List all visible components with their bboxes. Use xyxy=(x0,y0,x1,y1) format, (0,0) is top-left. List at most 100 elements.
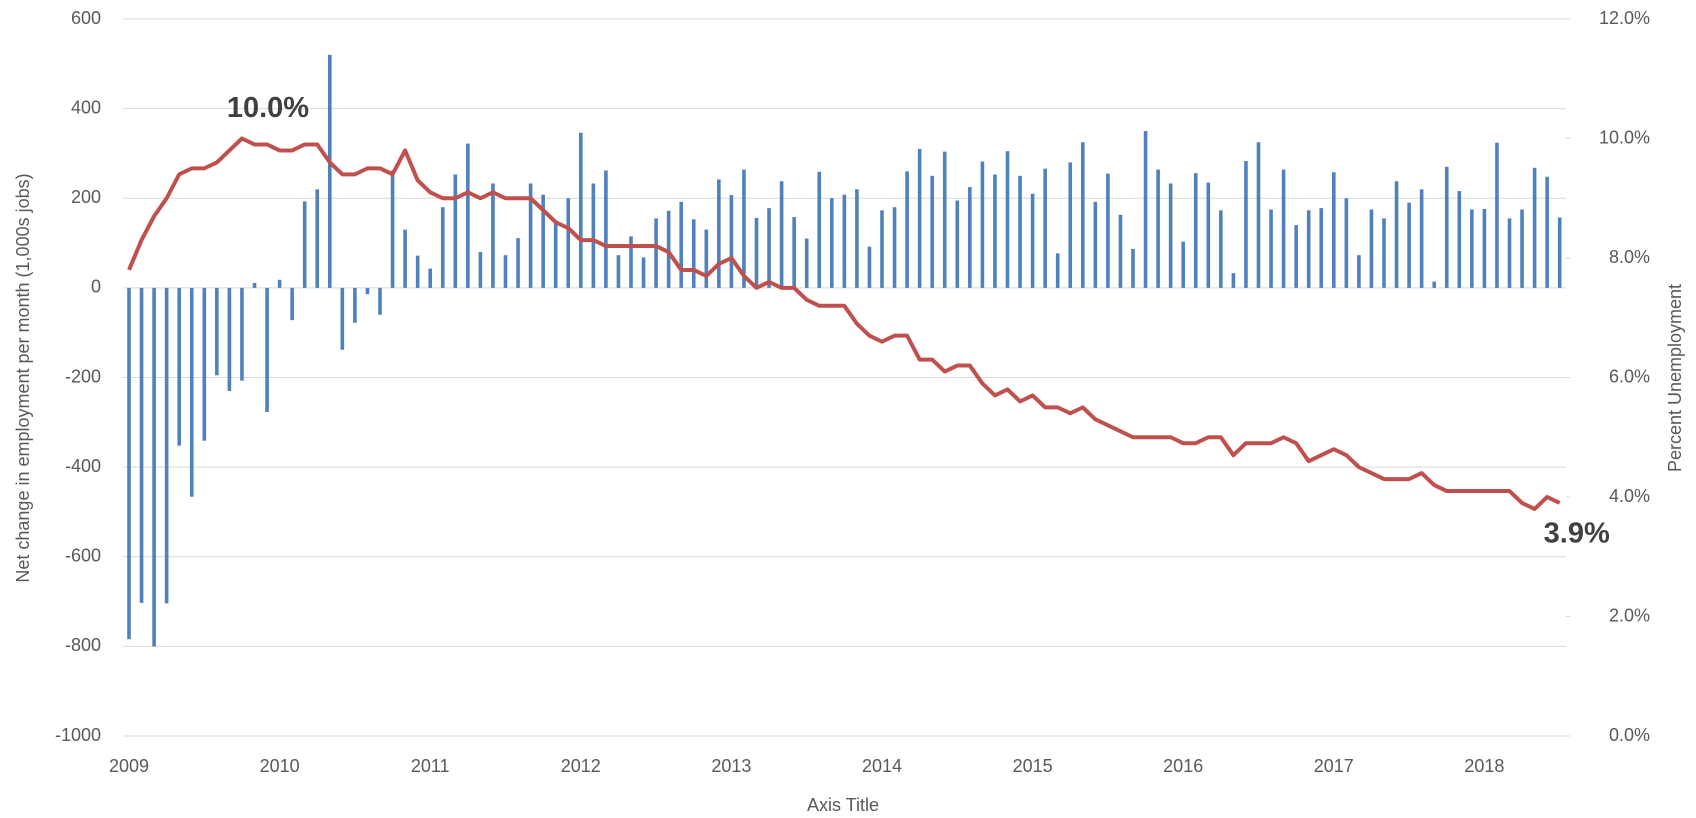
bar xyxy=(830,198,834,288)
bar xyxy=(1369,209,1374,288)
x-axis-title: Axis Title xyxy=(807,795,879,815)
bar xyxy=(227,287,232,391)
bar xyxy=(177,287,181,446)
y2-tick-label: 4.0% xyxy=(1609,486,1650,506)
bar xyxy=(466,143,470,288)
bar xyxy=(666,210,671,288)
y-tick-label: -1000 xyxy=(55,725,101,745)
bar xyxy=(867,246,872,288)
bar xyxy=(265,287,269,413)
x-tick-label: 2015 xyxy=(1013,756,1053,776)
x-tick-label: 2009 xyxy=(109,756,149,776)
bar xyxy=(252,282,257,288)
bar xyxy=(440,207,445,288)
y2-axis-title: Percent Unemployment xyxy=(1665,284,1685,472)
bar xyxy=(742,169,746,288)
bar xyxy=(579,132,583,288)
bar xyxy=(277,279,282,288)
bar xyxy=(1495,142,1499,288)
x-tick-label: 2012 xyxy=(561,756,601,776)
bar xyxy=(629,236,633,288)
bar xyxy=(1532,167,1537,288)
bar xyxy=(641,257,646,288)
bar xyxy=(1470,209,1474,288)
bar xyxy=(654,218,658,288)
bar xyxy=(1068,162,1073,288)
bar xyxy=(955,200,960,288)
y2-tick-label: 10.0% xyxy=(1599,127,1650,147)
bar xyxy=(993,174,997,288)
bar xyxy=(1357,255,1361,288)
bar xyxy=(378,287,382,315)
bar xyxy=(528,183,533,288)
bar xyxy=(842,194,847,288)
bar xyxy=(302,201,307,288)
x-tick-label: 2016 xyxy=(1163,756,1203,776)
bar xyxy=(1419,189,1424,288)
bar xyxy=(917,148,922,288)
y-tick-label: -400 xyxy=(65,456,101,476)
y-tick-label: -200 xyxy=(65,366,101,386)
x-tick-label: 2010 xyxy=(260,756,300,776)
bar xyxy=(553,222,558,288)
bar xyxy=(729,195,734,288)
bar xyxy=(353,287,357,323)
bar xyxy=(240,287,244,381)
bar xyxy=(704,229,709,288)
bar xyxy=(855,189,859,288)
data-label: 3.9% xyxy=(1544,518,1610,550)
x-tick-label: 2014 xyxy=(862,756,902,776)
bar xyxy=(604,170,608,288)
bar xyxy=(428,268,432,288)
bar xyxy=(1231,273,1236,288)
bar xyxy=(1168,183,1173,288)
bar xyxy=(503,255,508,288)
bar xyxy=(1294,225,1298,288)
bar xyxy=(880,210,884,288)
bar xyxy=(415,255,420,288)
bar xyxy=(1244,161,1248,288)
bar xyxy=(804,238,809,288)
bar xyxy=(717,179,721,288)
bar xyxy=(139,287,144,603)
bar xyxy=(215,287,219,376)
y2-tick-label: 0.0% xyxy=(1609,725,1650,745)
bar xyxy=(905,171,909,288)
bar xyxy=(1545,176,1549,288)
bar xyxy=(754,217,759,288)
y-tick-label: 600 xyxy=(71,8,101,28)
bar xyxy=(591,183,596,288)
y2-tick-label: 8.0% xyxy=(1609,247,1650,267)
bar xyxy=(491,183,495,288)
x-tick-label: 2017 xyxy=(1314,756,1354,776)
bar xyxy=(1269,209,1273,288)
bar xyxy=(1206,182,1211,288)
bar xyxy=(1156,169,1160,288)
bar xyxy=(1181,241,1185,288)
bar xyxy=(1055,253,1060,288)
bar xyxy=(1319,208,1324,288)
bar xyxy=(968,187,972,288)
y-tick-label: -800 xyxy=(65,635,101,655)
bar xyxy=(478,252,483,288)
bar xyxy=(1482,209,1487,288)
line xyxy=(127,136,1561,511)
bar xyxy=(541,194,545,288)
bar xyxy=(930,175,934,288)
bar xyxy=(189,287,194,497)
y-tick-label: 200 xyxy=(71,187,101,207)
bar xyxy=(980,161,985,288)
bar xyxy=(1407,202,1411,288)
bar xyxy=(1143,131,1148,288)
bar xyxy=(1043,168,1047,288)
bar xyxy=(340,287,345,350)
y-tick-label: -600 xyxy=(65,546,101,566)
bar xyxy=(1432,281,1436,288)
bar xyxy=(152,287,156,647)
bar xyxy=(767,208,771,288)
bar xyxy=(792,217,796,288)
bar xyxy=(516,238,520,288)
bar xyxy=(679,201,683,288)
